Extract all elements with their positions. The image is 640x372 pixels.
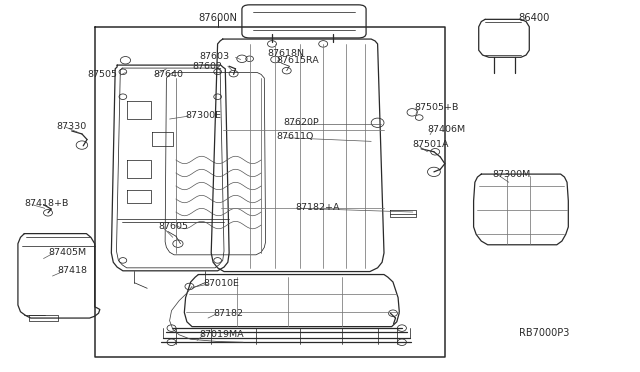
Text: 87505+B: 87505+B (414, 103, 458, 112)
Text: 87615RA: 87615RA (276, 56, 319, 65)
Text: 87603: 87603 (199, 52, 229, 61)
Text: 87640: 87640 (154, 70, 184, 79)
Text: 87010E: 87010E (204, 279, 239, 288)
Text: 87182: 87182 (213, 309, 243, 318)
Text: 87501A: 87501A (412, 140, 449, 149)
Text: 87300M: 87300M (493, 170, 531, 179)
Text: 87600N: 87600N (198, 13, 237, 23)
Text: 87019MA: 87019MA (200, 330, 244, 339)
Text: 86400: 86400 (518, 13, 550, 23)
Text: 87602: 87602 (193, 62, 223, 71)
Text: 87611Q: 87611Q (276, 132, 314, 141)
Text: 87182+A: 87182+A (296, 203, 340, 212)
Text: 87618N: 87618N (268, 49, 305, 58)
FancyBboxPatch shape (242, 5, 366, 38)
Text: 87605: 87605 (159, 222, 189, 231)
Text: 87505: 87505 (87, 70, 117, 79)
Text: 87405M: 87405M (48, 248, 86, 257)
Text: 87330: 87330 (56, 122, 86, 131)
Text: RB7000P3: RB7000P3 (519, 328, 569, 338)
Text: 87418+B: 87418+B (24, 199, 68, 208)
Text: 87300E: 87300E (186, 111, 221, 120)
Text: 87418: 87418 (58, 266, 88, 275)
Text: 87406M: 87406M (428, 125, 466, 134)
Text: 87620P: 87620P (283, 118, 319, 127)
